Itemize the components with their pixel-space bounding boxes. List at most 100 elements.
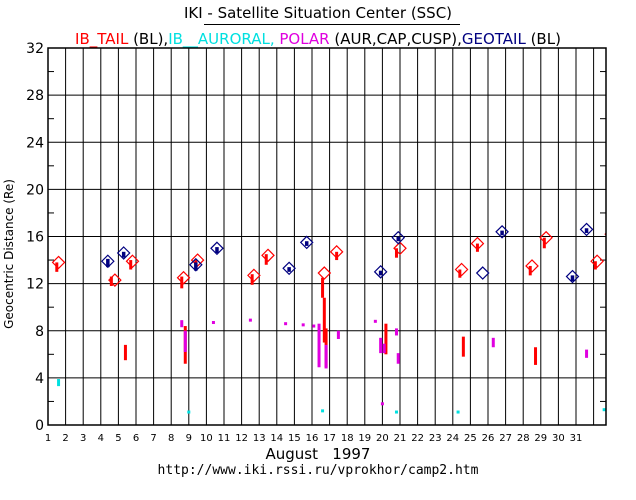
ib-tail-marker [190, 253, 205, 267]
legend-entry: (BL), [128, 30, 169, 48]
ib-tail-marker [329, 244, 344, 259]
x-tick-label: 17 [323, 433, 336, 444]
ib-tail-marker [108, 273, 122, 287]
geotail-marker [210, 241, 224, 256]
geotail-marker [475, 266, 490, 280]
geotail-marker [391, 230, 406, 245]
x-tick-label: 30 [552, 433, 565, 444]
x-tick-label: 31 [570, 433, 583, 444]
plot-frame [47, 47, 607, 426]
data-point [394, 410, 398, 414]
x-tick-label: 21 [394, 433, 407, 444]
data-point [187, 410, 191, 414]
x-tick-label: 13 [253, 433, 266, 444]
x-tick-label: 9 [186, 433, 192, 444]
data-point [312, 324, 316, 328]
x-tick-label: 18 [341, 433, 354, 444]
x-tick-label: 27 [499, 433, 512, 444]
x-tick-label: 8 [168, 433, 174, 444]
chart-legend: IB_TAIL (BL),IB__AURORAL, POLAR (AUR,CAP… [0, 29, 636, 49]
x-tick-label: 24 [446, 433, 459, 444]
ib-tail-marker [176, 270, 191, 285]
y-tick-label: 32 [26, 41, 44, 57]
ib-tail-marker [539, 230, 553, 245]
x-tick-label: 19 [358, 433, 371, 444]
geotail-marker [565, 269, 580, 284]
x-tick-label: 10 [200, 433, 213, 444]
x-tick-label: 5 [115, 433, 121, 444]
data-point [248, 318, 252, 322]
ib-tail-marker [261, 248, 275, 263]
geotail-marker [100, 254, 115, 269]
y-tick-label: 4 [35, 371, 44, 387]
geotail-marker [116, 246, 131, 260]
ib-tail-marker [317, 266, 332, 280]
y-tick-label: 20 [26, 182, 44, 198]
y-tick-labels: 0 4 8 12 16 20 24 28 32 [26, 41, 44, 434]
data-point [602, 408, 606, 412]
x-tick-label: 29 [534, 433, 547, 444]
ib-tail-marker [604, 232, 606, 236]
x-tick-label: 4 [98, 433, 104, 444]
chart-title: IKI - Satellite Situation Center (SSC) [183, 4, 453, 22]
x-tick-label: 23 [429, 433, 442, 444]
x-tick-label: 25 [464, 433, 477, 444]
x-tick-label: 11 [218, 433, 231, 444]
x-tick-label: 1 [45, 433, 51, 444]
geotail-marker [373, 264, 388, 279]
x-tick-label: 7 [150, 433, 156, 444]
data-series [51, 222, 606, 414]
ib-tail-marker [525, 259, 539, 273]
legend-entry: (AUR,CAP,CUSP), [329, 30, 462, 48]
y-tick-label: 8 [35, 324, 44, 340]
geotail-marker [188, 257, 203, 272]
x-axis-label: August 1997 [265, 445, 371, 463]
data-point [373, 319, 377, 323]
legend-entry: POLAR [274, 30, 330, 48]
x-tick-label: 26 [482, 433, 495, 444]
title-underline [204, 24, 460, 25]
y-tick-label: 0 [35, 418, 44, 434]
data-point [211, 321, 215, 325]
y-axis-label: Geocentric Distance (Re) [2, 179, 16, 329]
footer-url: http://www.iki.rssi.ru/vprokhor/camp2.ht… [157, 463, 479, 478]
legend-entry: IB__AURORAL, [168, 30, 275, 48]
data-point [380, 402, 384, 406]
x-tick-label: 6 [133, 433, 139, 444]
grid-lines [48, 48, 606, 425]
ib-tail-marker [247, 268, 261, 283]
legend-entry: GEOTAIL [461, 30, 526, 48]
ib-tail-marker [470, 236, 485, 251]
x-tick-label: 22 [411, 433, 424, 444]
ib-tail-marker [51, 255, 66, 270]
plot-area [51, 222, 606, 414]
x-tick-label: 14 [270, 433, 283, 444]
data-point [321, 409, 325, 413]
data-point [284, 322, 288, 326]
data-point [301, 323, 305, 327]
x-tick-label: 3 [80, 433, 86, 444]
ib-tail-marker [393, 241, 407, 256]
data-point [456, 410, 460, 414]
ib-tail-marker [590, 254, 604, 269]
ib-tail-marker [125, 254, 140, 269]
x-tick-label: 28 [517, 433, 530, 444]
geotail-marker [282, 261, 296, 276]
x-tick-label: 15 [288, 433, 301, 444]
x-tick-label: 12 [235, 433, 248, 444]
y-tick-label: 24 [26, 135, 44, 151]
x-tick-labels: 1 2 3 4 5 6 7 8 9 10 11 12 13 14 15 16 17 18 19 20 21 22 23 24 2… [45, 433, 583, 444]
y-tick-label: 16 [26, 230, 44, 246]
y-tick-label: 28 [26, 88, 44, 104]
y-tick-label: 12 [26, 277, 44, 293]
geotail-marker [495, 224, 509, 239]
geotail-marker [579, 222, 594, 237]
x-tick-label: 2 [62, 433, 68, 444]
x-tick-label: 16 [306, 433, 319, 444]
legend-entry: (BL) [525, 30, 561, 48]
x-tick-label: 20 [376, 433, 389, 444]
legend-entry: IB_TAIL [75, 30, 129, 48]
ib-tail-marker [454, 262, 469, 277]
geotail-marker [299, 235, 314, 250]
